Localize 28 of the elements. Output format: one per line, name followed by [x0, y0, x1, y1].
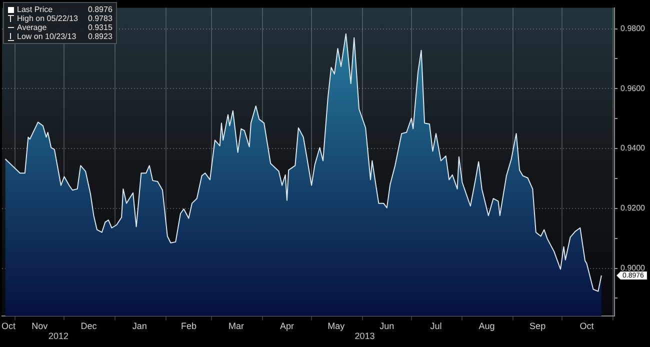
x-tick-label: Aug	[478, 321, 495, 332]
x-tick-label: Mar	[228, 321, 244, 332]
x-tick-label: Jun	[380, 321, 394, 332]
x-tick-label: Oct	[580, 321, 594, 332]
annotation: 0.8923	[88, 32, 112, 41]
x-tick-label: Jul	[430, 321, 442, 332]
x-tick-label: Dec	[80, 321, 98, 332]
y-tick-label: 0.9000	[620, 263, 646, 272]
annotation: Average	[17, 23, 48, 32]
x-tick-label: Sep	[530, 321, 546, 332]
x-tick-label: Apr	[280, 321, 294, 332]
text: 2013	[354, 331, 375, 342]
annotation: 0.8976	[88, 5, 112, 14]
y-tick-label: 0.9800	[620, 24, 646, 33]
x-tick-label: May	[328, 321, 346, 332]
annotation: High on 05/22/13	[17, 14, 78, 23]
legend-label: Last Price	[17, 5, 54, 14]
annotation: 0.9315	[88, 23, 112, 32]
text: 2012	[48, 331, 69, 342]
annotation: 0.9783	[88, 14, 112, 23]
x-tick-label: Feb	[180, 321, 196, 332]
y-tick-label: 0.9400	[620, 144, 646, 153]
y-tick-label: 0.9600	[620, 84, 646, 93]
x-tick-label: Nov	[32, 321, 48, 332]
x-tick-label: Oct	[2, 321, 16, 332]
annotation: Low on 10/23/13	[17, 32, 78, 41]
x-tick-label: Jan	[132, 321, 147, 332]
y-tick-label: 0.9200	[620, 204, 646, 213]
